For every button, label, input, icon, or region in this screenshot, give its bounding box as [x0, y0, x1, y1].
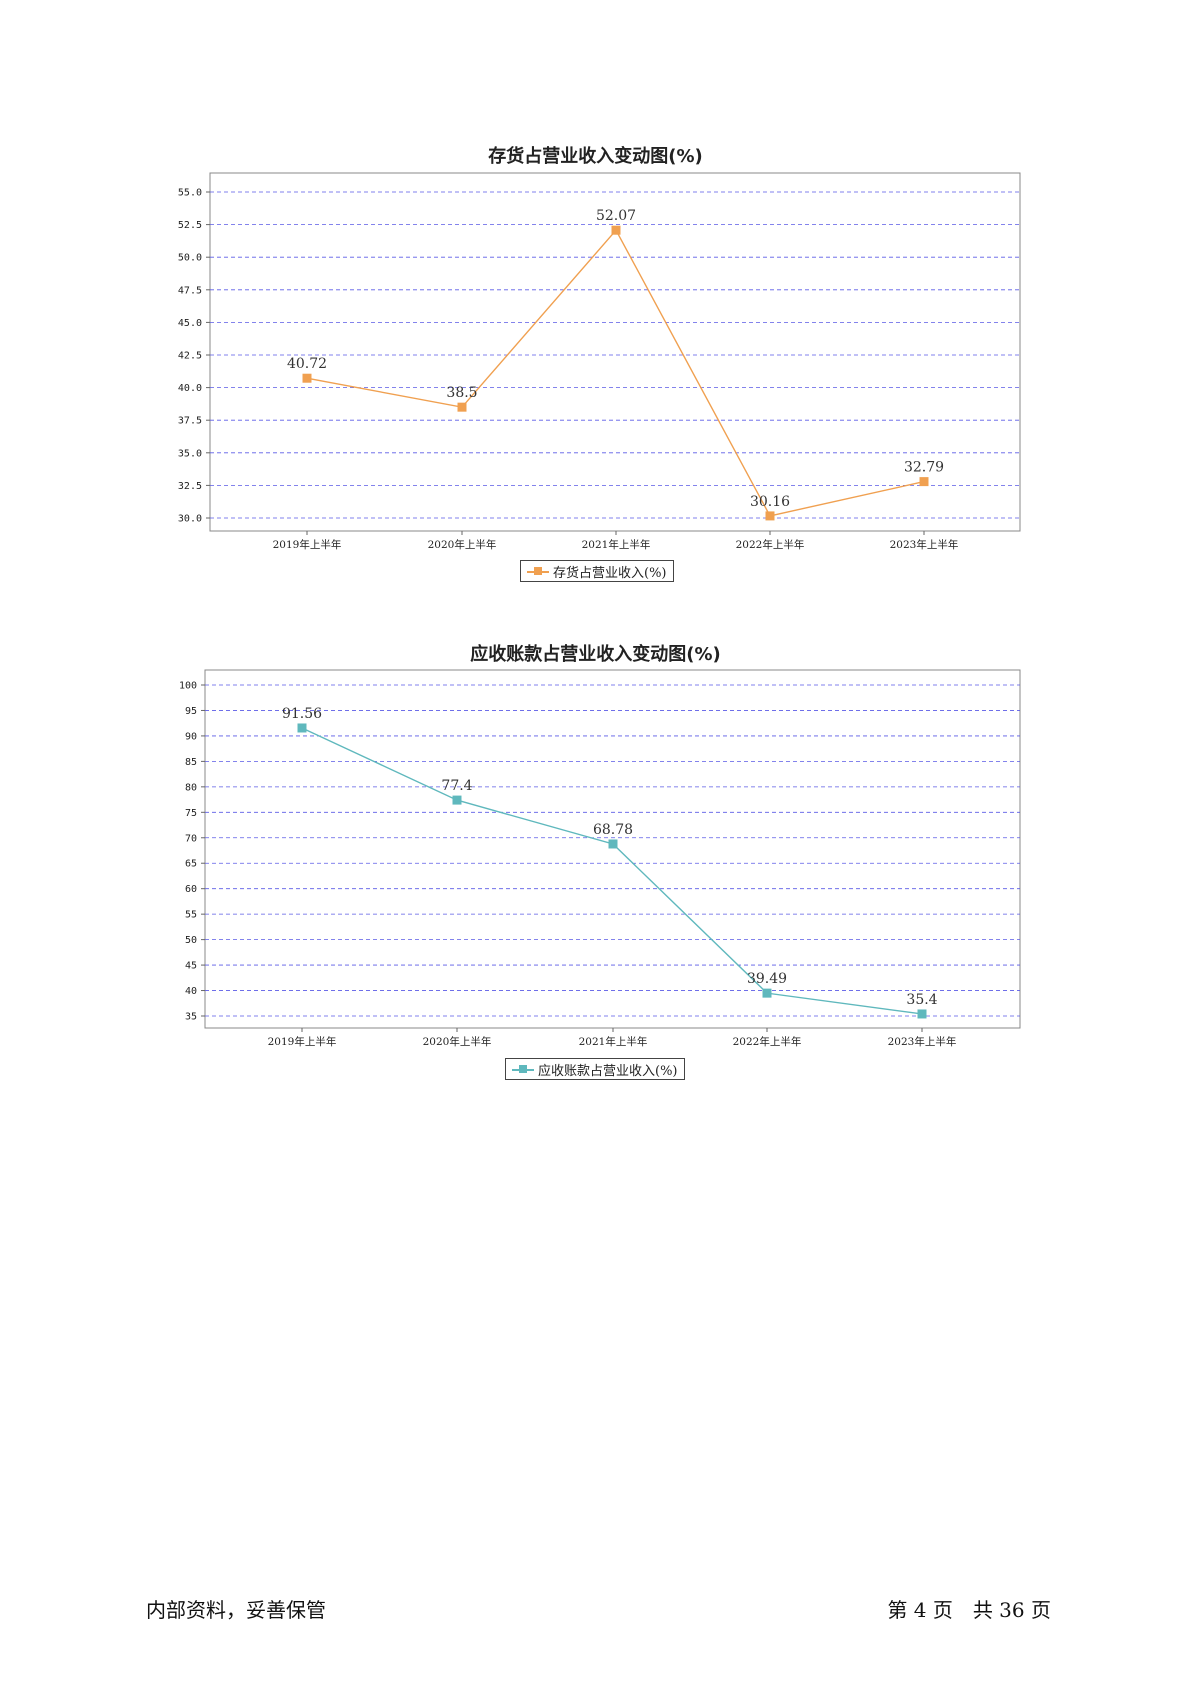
x-tick-label: 2021年上半年: [579, 1035, 648, 1048]
data-label: 39.49: [747, 971, 787, 987]
data-label: 68.78: [593, 822, 633, 838]
data-point: [611, 225, 621, 235]
y-tick-label: 45: [185, 961, 197, 972]
x-tick-label: 2021年上半年: [582, 538, 651, 551]
data-label: 30.16: [750, 494, 790, 510]
y-tick-label: 30.0: [178, 514, 202, 525]
y-tick-label: 75: [185, 808, 197, 819]
y-tick-label: 37.5: [178, 416, 202, 427]
legend-marker-icon: [512, 1063, 534, 1075]
legend-label: 存货占营业收入(%): [553, 565, 667, 581]
y-tick-label: 35.0: [178, 448, 202, 459]
y-tick-label: 80: [185, 782, 197, 793]
x-tick-label: 2019年上半年: [268, 1035, 337, 1048]
data-point: [765, 511, 775, 521]
y-tick-label: 32.5: [178, 481, 202, 492]
y-tick-label: 65: [185, 859, 197, 870]
data-point: [457, 402, 467, 412]
footer-page-number: 第 4 页 共 36 页: [887, 1598, 1051, 1622]
legend-marker-icon: [527, 565, 549, 577]
y-tick-label: 52.5: [178, 220, 202, 231]
y-tick-label: 45.0: [178, 318, 202, 329]
y-tick-label: 42.5: [178, 351, 202, 362]
x-tick-label: 2020年上半年: [423, 1035, 492, 1048]
data-point: [302, 373, 312, 383]
y-tick-label: 95: [185, 706, 197, 717]
y-tick-label: 90: [185, 731, 197, 742]
y-tick-label: 60: [185, 884, 197, 895]
plot-frame: [204, 669, 1021, 1029]
x-tick-label: 2023年上半年: [888, 1035, 957, 1048]
y-tick-label: 70: [185, 833, 197, 844]
chart-legend: 应收账款占营业收入(%): [505, 1058, 685, 1080]
chart-legend: 存货占营业收入(%): [520, 560, 674, 582]
y-tick-label: 85: [185, 757, 197, 768]
x-tick-label: 2020年上半年: [428, 538, 497, 551]
y-tick-label: 100: [179, 681, 197, 692]
plot-frame: [209, 172, 1021, 532]
data-label: 32.79: [904, 460, 944, 476]
y-tick-label: 50: [185, 935, 197, 946]
y-tick-label: 40: [185, 986, 197, 997]
y-tick-label: 55: [185, 910, 197, 921]
data-label: 40.72: [287, 356, 327, 372]
y-tick-label: 35: [185, 1012, 197, 1023]
y-tick-label: 47.5: [178, 285, 202, 296]
x-tick-label: 2019年上半年: [273, 538, 342, 551]
data-label: 35.4: [906, 992, 937, 1008]
data-point: [297, 723, 307, 733]
chart-title: 存货占营业收入变动图(%): [488, 146, 703, 167]
y-tick-label: 50.0: [178, 253, 202, 264]
y-tick-label: 40.0: [178, 383, 202, 394]
y-tick-label: 55.0: [178, 188, 202, 199]
receivables-chart-plot: 35 40 45 50 55 60 65 70 75 80 85 90 95 100 2019年上半年 202…: [179, 669, 1021, 1048]
data-label: 77.4: [441, 778, 472, 794]
x-tick-label: 2022年上半年: [736, 538, 805, 551]
data-label: 91.56: [282, 706, 322, 722]
chart-title: 应收账款占营业收入变动图(%): [470, 644, 721, 665]
footer-confidential-note: 内部资料，妥善保管: [146, 1598, 326, 1622]
data-label: 38.5: [446, 385, 477, 401]
inventory-chart-plot: 30.0 32.5 35.0 37.5 40.0 42.5 45.0 47.5 50.0 52.5…: [178, 172, 1021, 551]
data-point: [762, 988, 772, 998]
data-point: [452, 795, 462, 805]
data-label: 52.07: [596, 208, 636, 224]
legend-label: 应收账款占营业收入(%): [538, 1063, 678, 1079]
data-point: [917, 1009, 927, 1019]
x-tick-label: 2022年上半年: [733, 1035, 802, 1048]
x-tick-label: 2023年上半年: [890, 538, 959, 551]
data-point: [608, 839, 618, 849]
data-point: [919, 477, 929, 487]
